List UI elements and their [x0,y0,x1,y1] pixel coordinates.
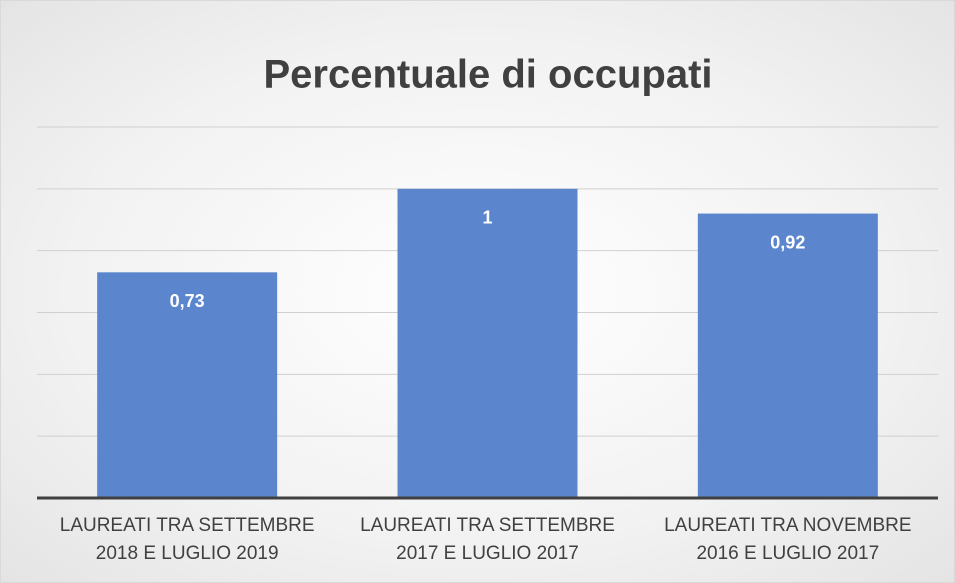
chart-title: Percentuale di occupati [263,53,712,97]
data-label: 1 [482,208,492,228]
bar [97,272,278,498]
data-label: 0,92 [770,232,805,252]
bar [397,188,578,499]
x-tick-label: LAUREATI TRA NOVEMBRE 2016 E LUGLIO 2017 [664,515,912,564]
x-tick-label: LAUREATI TRA SETTEMBRE 2018 E LUGLIO 201… [59,515,315,564]
x-tick-label: LAUREATI TRA SETTEMBRE 2017 E LUGLIO 201… [360,515,615,564]
data-label: 0,73 [170,291,205,311]
bar [697,213,878,499]
